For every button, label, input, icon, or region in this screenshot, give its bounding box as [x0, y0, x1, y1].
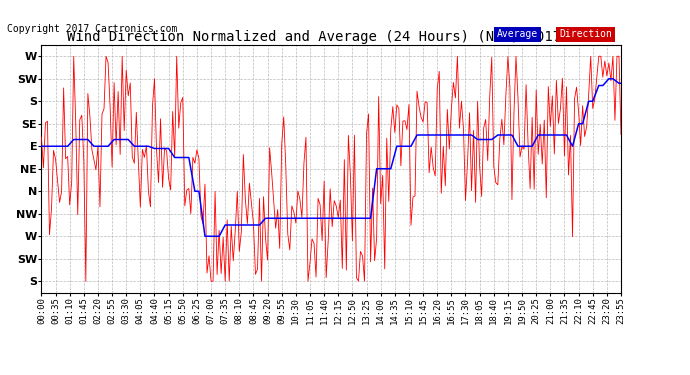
Text: Average: Average	[497, 29, 538, 39]
Text: Copyright 2017 Cartronics.com: Copyright 2017 Cartronics.com	[7, 24, 177, 34]
Title: Wind Direction Normalized and Average (24 Hours) (New) 20170722: Wind Direction Normalized and Average (2…	[68, 30, 595, 44]
Text: Direction: Direction	[559, 29, 612, 39]
